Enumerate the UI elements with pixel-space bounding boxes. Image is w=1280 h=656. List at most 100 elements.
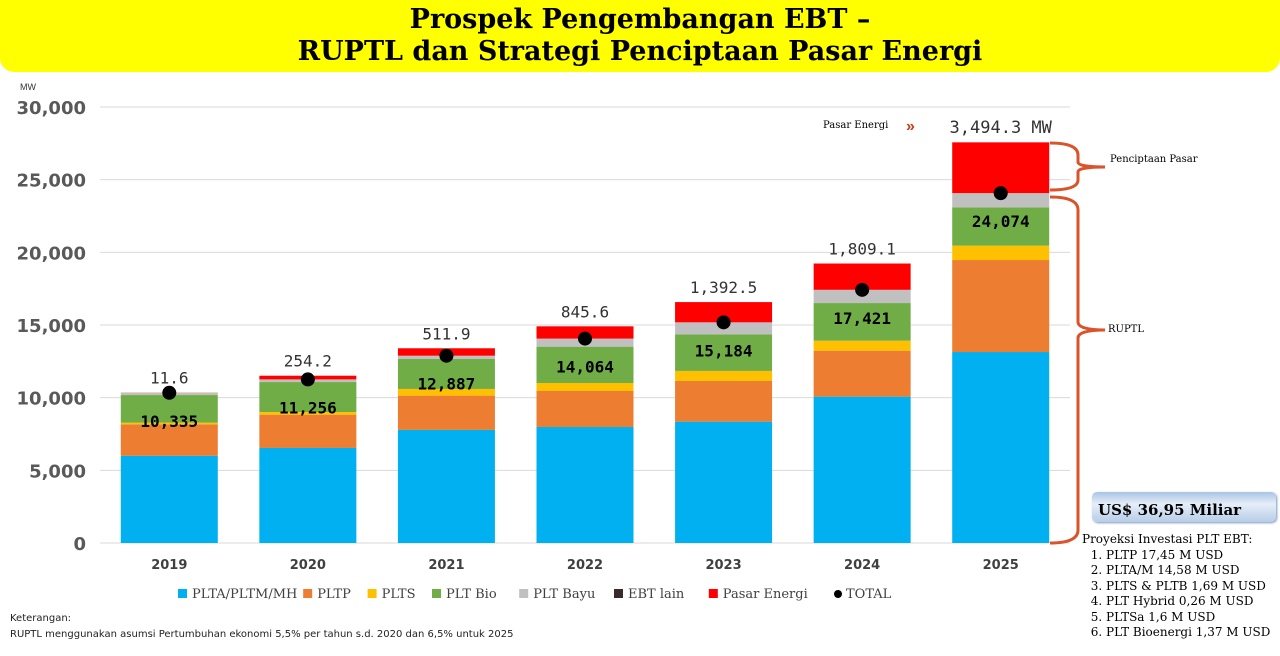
y-tick-label: 25,000 [17,171,86,192]
x-tick-label: 2020 [290,558,326,573]
bar-segment-pltp [259,414,357,448]
investment-heading: Proyeksi Investasi PLT EBT: [1082,532,1253,546]
penciptaan-pasar-annotation: Penciptaan Pasar [1110,154,1198,165]
total-marker [993,186,1008,201]
x-tick-label: 2024 [844,558,880,573]
total-data-label: 11,256 [279,398,337,417]
pasar-energi-data-label: 3,494.3 MW [950,118,1053,138]
bar-segment-plt-bio [675,334,773,371]
legend-swatch [614,589,623,598]
investment-item: PLTA/M 14,58 M USD [1106,563,1270,579]
pasar-energi-data-label: 511.9 [422,324,470,343]
title-banner: Prospek Pengembangan EBT – RUPTL dan Str… [0,0,1280,72]
legend-swatch [178,589,187,598]
bar-segment-plts [397,388,495,396]
y-tick-label: 10,000 [17,389,86,410]
x-tick-label: 2019 [151,558,187,573]
y-tick-label: 15,000 [17,316,86,337]
investment-item: PLTP 17,45 M USD [1106,548,1270,564]
legend-swatch [519,589,529,598]
brace-ruptl [1049,195,1106,545]
bar-segment-plt-bio [952,207,1050,246]
pasar-energi-data-label: 1,809.1 [828,240,895,259]
total-data-label: 10,335 [140,412,198,431]
bar-segment-plt-bio [536,346,634,383]
bar-segment-plt-bio [813,303,911,341]
title-line-2: RUPTL dan Strategi Penciptaan Pasar Ener… [297,36,983,67]
legend-label: TOTAL [846,587,892,602]
bar-segment-pltp [952,260,1050,353]
legend-label: EBT lain [628,587,685,602]
bar-segment-plts [536,382,634,391]
investment-item: PLT Bioenergi 1,37 M USD [1106,625,1270,641]
bar-segment-plt-bayu [952,193,1050,208]
bar-segment-pasar-energi [952,142,1050,194]
bar-segment-pltp [397,395,495,430]
legend-label: PLTS [382,587,416,602]
x-tick-label: 2022 [567,558,603,573]
total-marker [162,385,177,400]
bar-segment-plt-bio [397,359,495,389]
pasar-energi-data-label: 845.6 [561,302,609,321]
legend-label: Pasar Energi [723,587,808,602]
legend-swatch [432,589,441,598]
bar-segment-plta-pltm-mh [813,396,911,543]
investment-list: Proyeksi Investasi PLT EBT: PLTP 17,45 M… [1082,532,1270,641]
total-marker [300,372,315,387]
total-data-label: 12,887 [418,375,476,394]
double-chevron-icon: » [906,118,915,135]
bar-segment-plt-bio [259,382,357,413]
y-tick-label: 0 [73,534,86,555]
pasar-energi-annotation: Pasar Energi [823,120,888,131]
title-line-1: Prospek Pengembangan EBT – [409,4,871,35]
pasar-energi-data-label: 254.2 [284,352,332,371]
y-tick-label: 5,000 [29,461,86,482]
total-marker [578,331,592,346]
bar-segment-plts [675,370,773,381]
total-marker [716,315,731,330]
pasar-energi-data-label: 1,392.5 [690,278,757,297]
bar-segment-plta-pltm-mh [397,429,495,543]
y-tick-label: 20,000 [17,243,86,264]
x-tick-label: 2025 [983,558,1019,573]
legend-swatch [367,589,377,598]
bar-segment-plta-pltm-mh [120,455,218,543]
total-marker [439,348,454,363]
pasar-energi-data-label: 11.6 [150,369,189,388]
total-data-label: 15,184 [695,341,753,360]
total-data-label: 17,421 [833,309,891,328]
investment-item: PLTS & PLTB 1,69 M USD [1106,579,1270,595]
bar-segment-plta-pltm-mh [952,352,1050,543]
investment-item: PLT Hybrid 0,26 M USD [1106,594,1270,610]
x-tick-label: 2023 [705,558,741,573]
notes-heading: Keterangan: [10,613,72,624]
notes-text: RUPTL menggunakan asumsi Pertumbuhan eko… [10,629,514,640]
bar-segment-plts [952,245,1050,261]
bar-segment-plta-pltm-mh [259,447,357,543]
y-tick-label: 30,000 [17,98,86,119]
bar-segment-plta-pltm-mh [536,427,634,543]
legend-label: PLT Bio [446,587,497,602]
bar-segment-plts [120,422,218,425]
bar-segment-pltp [120,424,218,456]
bar-segment-plts [259,412,357,415]
legend-swatch [708,589,718,598]
x-tick-label: 2021 [428,558,464,573]
bar-segment-pltp [813,350,911,397]
bar-segment-plta-pltm-mh [675,421,773,543]
total-data-label: 24,074 [972,212,1030,231]
legend-label: PLTA/PLTM/MH [192,587,297,602]
bar-segment-plts [813,340,911,351]
ruptl-annotation: RUPTL [1108,324,1144,335]
investment-item: PLTSa 1,6 M USD [1106,610,1270,626]
legend-swatch [303,589,313,598]
bar-segment-pltp [675,380,773,422]
total-data-label: 14,064 [556,358,614,377]
bar-segment-pltp [536,390,634,428]
brace-penciptaan-pasar [1049,141,1106,192]
total-marker [855,282,870,297]
bar-segment-pasar-energi [675,302,773,323]
legend-swatch [834,590,842,598]
investment-total-badge: US$ 36,95 Miliar [1092,492,1276,522]
